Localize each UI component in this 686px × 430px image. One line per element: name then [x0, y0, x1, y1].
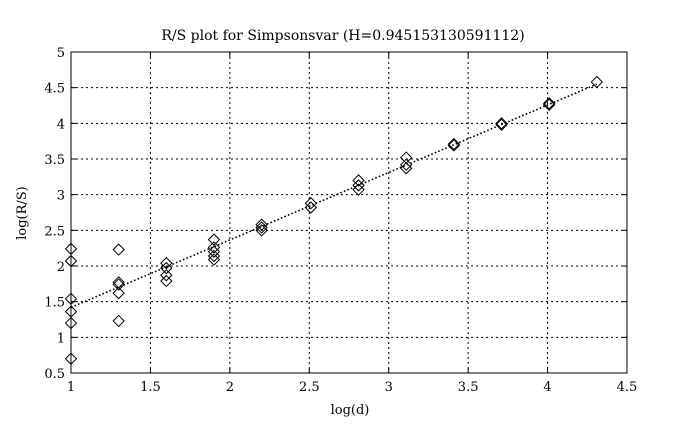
x-tick-label: 2	[226, 380, 234, 395]
y-tick-label: 4	[57, 117, 65, 132]
data-point-diamond	[352, 179, 365, 192]
data-point-diamond	[207, 245, 221, 258]
plot-frame	[70, 51, 628, 374]
data-point-diamond	[542, 97, 556, 110]
data-point-diamond	[304, 197, 318, 210]
y-tick-label: 0.5	[44, 367, 65, 382]
y-tick-label: 5	[57, 46, 65, 61]
data-point-diamond	[160, 256, 173, 270]
y-axis-label: log(R/S)	[15, 186, 30, 240]
data-point-diamond	[447, 139, 461, 152]
data-point-diamond	[112, 278, 125, 291]
fit-line	[70, 83, 598, 309]
x-tick-label: 2.5	[299, 380, 320, 395]
data-point-diamond	[399, 151, 413, 164]
x-tick-label: 1.5	[140, 380, 161, 395]
data-point-diamond	[112, 286, 125, 300]
data-point-diamond	[112, 314, 125, 328]
data-point-diamond	[207, 249, 221, 263]
data-point-diamond	[255, 224, 268, 237]
data-point-diamond	[207, 233, 221, 246]
y-tick-label: 2	[57, 260, 65, 275]
data-point-diamond	[112, 243, 125, 256]
chart-title: R/S plot for Simpsonsvar (H=0.9451531305…	[161, 28, 524, 44]
data-point-diamond	[160, 261, 173, 275]
fit-line-layer	[70, 83, 598, 309]
data-point-diamond	[590, 75, 604, 89]
x-tick-label: 1	[67, 380, 75, 395]
data-point-diamond	[495, 118, 508, 131]
x-tick-label: 4	[543, 380, 551, 395]
data-point-diamond	[207, 253, 221, 266]
data-point-diamond	[160, 274, 173, 288]
data-point-diamond	[447, 137, 461, 151]
data-point-diamond	[399, 162, 413, 175]
data-point-diamond	[399, 158, 413, 171]
axis-ticks: 1 1.5 2 2.5 3 3.5 4 4.50.511.522.533.544.55	[44, 46, 637, 395]
data-point-diamond	[495, 117, 508, 130]
data-points	[64, 75, 604, 365]
x-axis-label: log(d)	[331, 403, 370, 418]
x-tick-label: 3.5	[458, 380, 479, 395]
data-point-diamond	[207, 241, 221, 254]
data-point-diamond	[352, 174, 365, 187]
x-tick-label: 3	[385, 380, 393, 395]
y-tick-label: 3.5	[44, 153, 65, 168]
data-point-diamond	[304, 201, 318, 214]
grid-lines	[71, 52, 627, 373]
x-tick-label: 4.5	[617, 380, 638, 395]
y-tick-label: 3	[57, 189, 65, 204]
y-tick-label: 1	[57, 331, 65, 346]
data-point-diamond	[255, 218, 268, 231]
data-point-diamond	[255, 221, 268, 234]
data-point-diamond	[160, 269, 173, 282]
y-tick-label: 1.5	[44, 296, 65, 311]
data-point-diamond	[542, 98, 556, 111]
data-point-diamond	[352, 183, 365, 196]
y-tick-label: 4.5	[44, 82, 65, 97]
y-tick-label: 2.5	[44, 224, 65, 239]
